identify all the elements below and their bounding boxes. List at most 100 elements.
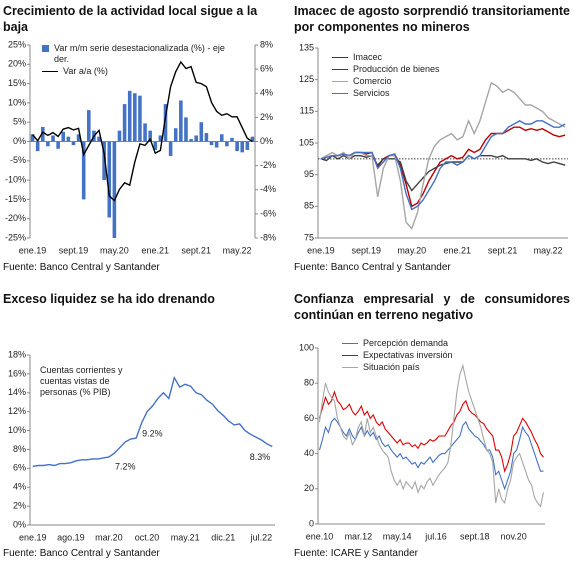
legend-label: Percepción demanda <box>363 338 449 348</box>
bar <box>112 141 117 238</box>
y-tick-label: 10% <box>8 425 26 435</box>
bar <box>250 136 255 142</box>
y-tick-label: 0% <box>13 136 26 146</box>
x-tick-label: nov.20 <box>500 531 526 541</box>
legend-entry: Cuentas corrientes y cuentas vistas de p… <box>40 365 125 398</box>
y-tick-label: 4% <box>13 482 26 492</box>
chart-title: Confianza empresarial y de consumidores … <box>294 292 570 322</box>
x-tick-label: jul.22 <box>250 532 273 542</box>
legend-label: Var m/m serie desestacionalizada (%) - e… <box>54 43 225 64</box>
bar <box>184 117 188 142</box>
legend-entry: Percepción demanda <box>342 338 492 349</box>
x-tick-label: mar.12 <box>345 531 373 541</box>
x-tick-label: may.22 <box>223 245 252 255</box>
legend-label: Expectativas inversión <box>363 350 453 360</box>
source: Fuente: Banco Central y Santander <box>3 548 160 559</box>
source: Fuente: Banco Central y Santander <box>294 262 451 273</box>
bar <box>35 141 40 152</box>
y2-tick-label: 8% <box>260 39 273 49</box>
bar <box>158 135 163 142</box>
y-tick-label: 85 <box>304 201 314 211</box>
chart-title: Imacec de agosto sorprendió transitoriam… <box>294 4 570 34</box>
legend-entry: Comercio <box>332 76 482 87</box>
bar <box>66 136 71 142</box>
y-tick-label: -25% <box>5 232 26 242</box>
bar <box>51 135 55 142</box>
bar <box>127 90 132 142</box>
x-tick-label: dic.21 <box>211 532 235 542</box>
bar <box>122 104 127 142</box>
x-tick-label: sept.18 <box>460 531 490 541</box>
line <box>318 390 544 474</box>
bar <box>235 141 239 152</box>
bar <box>168 141 173 156</box>
bar <box>214 141 219 148</box>
source: Fuente: Banco Central y Santander <box>3 262 160 273</box>
bar <box>173 128 178 142</box>
legend-marker <box>342 367 358 368</box>
bar <box>189 139 193 142</box>
legend-marker <box>332 93 348 94</box>
bar <box>143 123 147 142</box>
y2-tick-label: 0% <box>260 136 273 146</box>
legend-label: Cuentas corrientes y cuentas vistas de p… <box>40 365 123 397</box>
bar <box>225 141 229 147</box>
bar <box>102 141 106 181</box>
y-tick-label: -5% <box>10 155 26 165</box>
x-tick-label: ene.21 <box>443 245 471 255</box>
x-tick-label: ene.10 <box>306 531 334 541</box>
line <box>320 120 566 211</box>
x-tick-label: may.22 <box>534 245 563 255</box>
legend-entry: Situación país <box>342 362 492 373</box>
y-tick-label: 8% <box>13 444 26 454</box>
y2-tick-label: -2% <box>260 160 276 170</box>
y-tick-label: -10% <box>5 174 26 184</box>
legend: Cuentas corrientes y cuentas vistas de p… <box>40 365 125 399</box>
y2-tick-label: -4% <box>260 184 276 194</box>
bar <box>138 95 142 142</box>
y-tick-label: 0% <box>13 519 26 529</box>
bar <box>209 141 214 146</box>
y2-tick-label: 6% <box>260 64 273 74</box>
bar <box>179 100 183 142</box>
y-tick-label: 5% <box>13 117 26 127</box>
line <box>32 60 253 202</box>
y-tick-label: 16% <box>8 368 26 378</box>
x-tick-label: may.21 <box>171 532 200 542</box>
y-tick-label: 14% <box>8 387 26 397</box>
legend-marker <box>42 71 58 72</box>
source: Fuente: ICARE y Santander <box>294 548 418 559</box>
x-tick-label: ene.19 <box>307 245 335 255</box>
legend-label: Var a/a (%) <box>63 66 108 76</box>
bar <box>245 141 250 150</box>
y-tick-label: 60 <box>304 413 314 423</box>
bar <box>81 141 86 200</box>
bar <box>194 135 198 142</box>
x-tick-label: may.14 <box>383 531 412 541</box>
bar <box>87 110 91 142</box>
legend-label: Comercio <box>353 76 392 86</box>
legend-entry: Servicios <box>332 88 482 99</box>
legend-entry: Expectativas inversión <box>342 350 492 361</box>
y-tick-label: -15% <box>5 194 26 204</box>
y2-tick-label: -6% <box>260 208 276 218</box>
y-tick-label: 20 <box>304 483 314 493</box>
bar <box>219 134 224 142</box>
x-tick-label: sept.21 <box>181 245 211 255</box>
legend-entry: Var a/a (%) <box>42 66 232 77</box>
y-tick-label: 6% <box>13 463 26 473</box>
bar <box>97 136 101 142</box>
x-tick-label: sept.21 <box>488 245 518 255</box>
y-tick-label: 40 <box>304 448 314 458</box>
legend-marker <box>342 343 358 344</box>
bar <box>240 141 245 153</box>
y-tick-label: 25% <box>8 39 26 49</box>
legend: Imacec Producción de bienes Comercio Servic… <box>332 52 482 100</box>
bar <box>107 141 112 218</box>
y2-tick-label: 2% <box>260 112 273 122</box>
y-tick-label: 135 <box>299 42 314 52</box>
legend-label: Servicios <box>353 88 390 98</box>
y-tick-label: 10% <box>8 97 26 107</box>
x-tick-label: sept.19 <box>352 245 382 255</box>
